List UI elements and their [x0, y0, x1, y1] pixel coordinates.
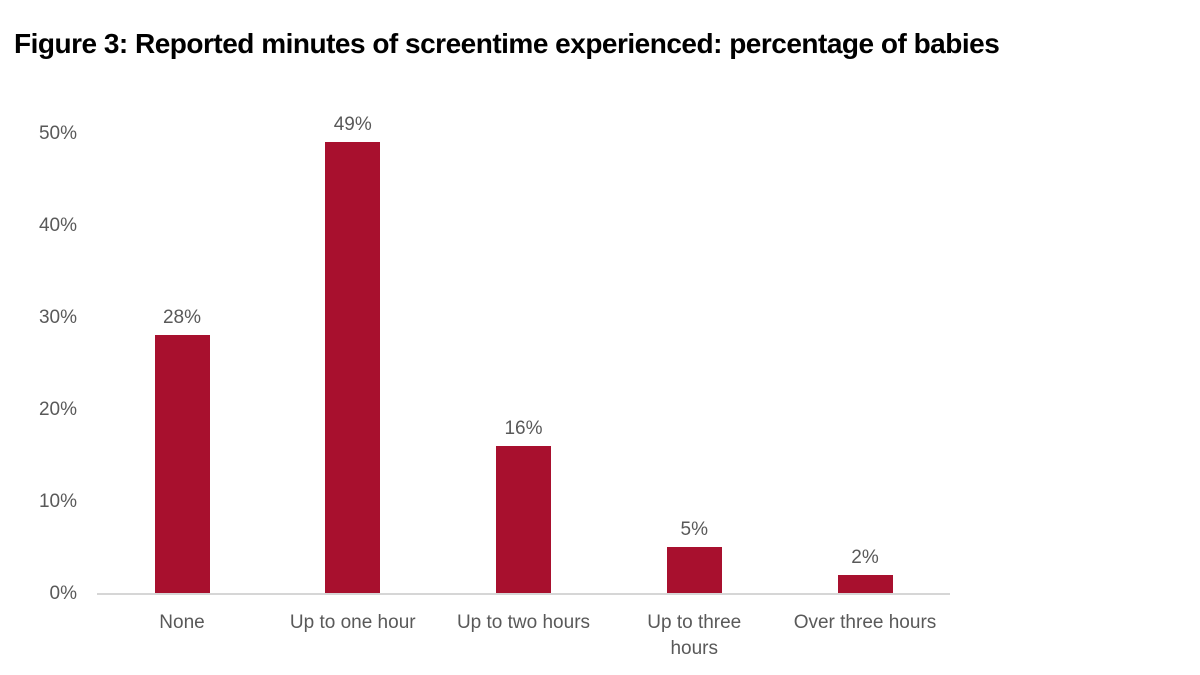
y-axis-tick-label-0: 0%	[49, 583, 77, 604]
bar-value-label-none: 28%	[162, 307, 202, 329]
y-axis-tick-label-50: 50%	[38, 123, 77, 144]
x-axis-category-label-up-to-two-hours: Up to two hours	[439, 610, 609, 636]
bar-over-three-hours	[837, 574, 893, 593]
x-axis-line	[97, 593, 950, 595]
bar-value-label-up-to-three-hours: 5%	[680, 519, 708, 540]
x-axis-category-label-none: None	[97, 610, 267, 636]
y-axis-tick-label-20: 20%	[38, 399, 77, 420]
bar-value-label-up-to-two-hours: 16%	[504, 417, 543, 439]
bar-none	[154, 335, 210, 593]
y-axis-tick-label-40: 40%	[38, 215, 77, 236]
x-axis-category-label-up-to-three-hours: Up to three hours	[609, 610, 779, 662]
bar-up-to-one-hour	[325, 142, 381, 593]
x-axis-category-label-line: Up to two hours	[456, 612, 591, 633]
x-axis-category-label-up-to-one-hour: Up to one hour	[268, 610, 438, 636]
x-axis-category-label-line: None	[159, 612, 205, 633]
bar-up-to-two-hours	[496, 445, 551, 593]
y-axis-tick-label-10: 10%	[38, 491, 77, 512]
bar-up-to-three-hours	[666, 547, 722, 593]
x-axis-category-label-over-three-hours: Over three hours	[780, 610, 950, 636]
bar-value-label-up-to-one-hour: 49%	[333, 114, 372, 136]
y-axis-tick-label-30: 30%	[38, 307, 77, 328]
bar-value-label-over-three-hours: 2%	[851, 546, 879, 568]
x-axis-category-label-line: Over three hours	[793, 612, 937, 633]
x-axis-category-label-line: hours	[670, 638, 719, 659]
x-axis-category-label-line: Up to one hour	[289, 612, 416, 633]
figure-title: Figure 3: Reported minutes of screentime…	[14, 28, 1000, 59]
x-axis-category-label-line: Up to three	[647, 612, 742, 633]
